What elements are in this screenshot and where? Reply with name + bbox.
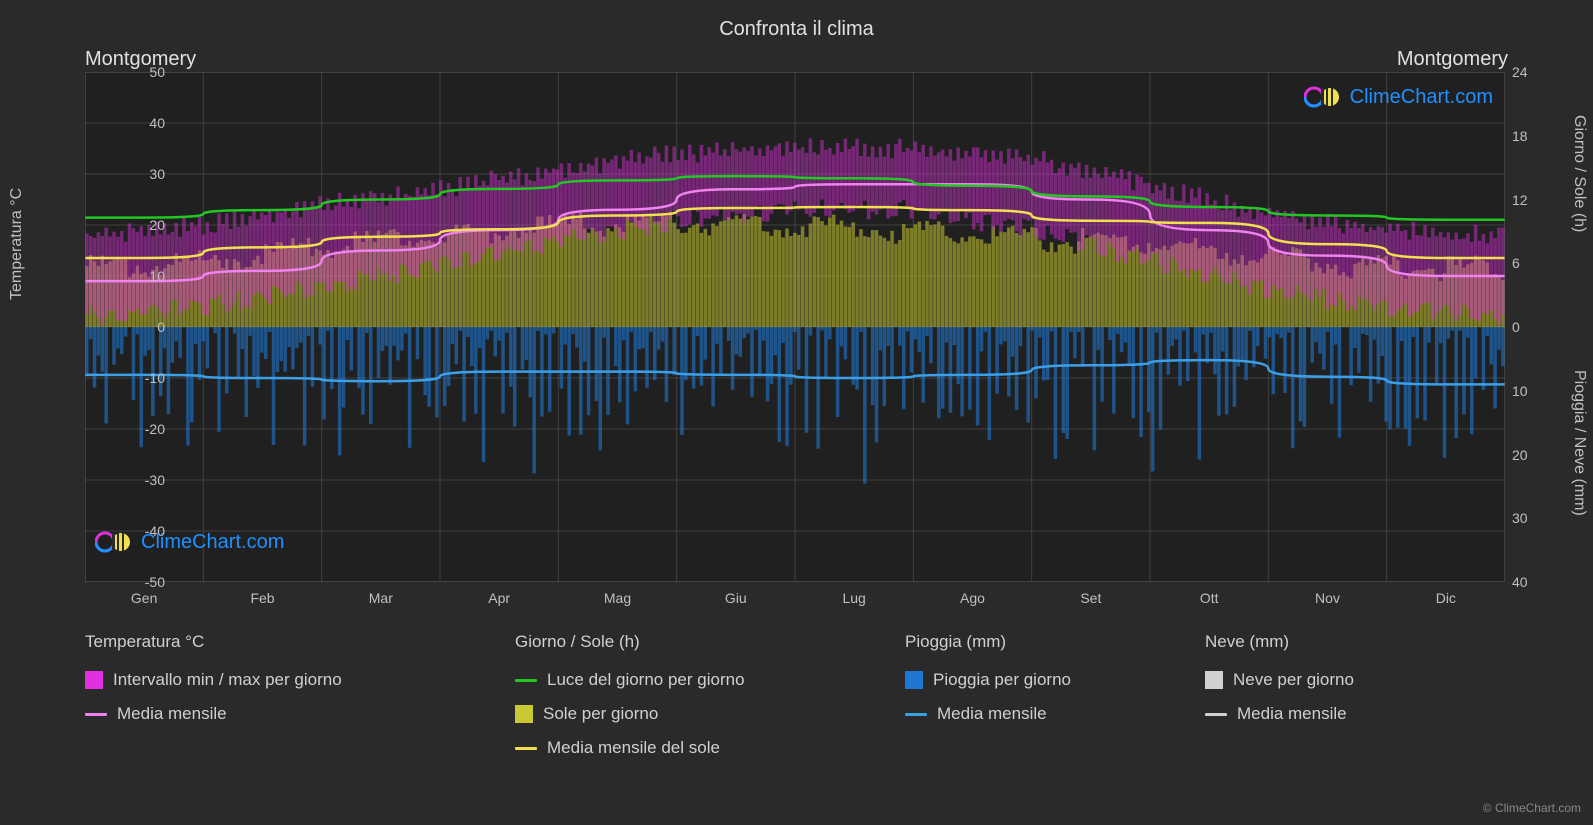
x-tick-month: Apr [488, 590, 510, 606]
y-tick-left: 10 [125, 268, 165, 284]
legend-heading: Pioggia (mm) [905, 632, 1205, 652]
y-tick-right: 10 [1512, 383, 1552, 399]
legend-heading: Neve (mm) [1205, 632, 1505, 652]
watermark-text: ClimeChart.com [1350, 86, 1493, 109]
watermark-top: ClimeChart.com [1304, 85, 1493, 109]
legend-label: Pioggia per giorno [933, 670, 1071, 690]
legend-item: Neve per giorno [1205, 670, 1505, 690]
y-axis-right-bottom-label: Pioggia / Neve (mm) [1570, 370, 1588, 516]
legend-label: Media mensile [937, 704, 1047, 724]
legend-item: Luce del giorno per giorno [515, 670, 905, 690]
y-tick-right: 40 [1512, 574, 1552, 590]
x-tick-month: Gen [131, 590, 157, 606]
y-tick-right: 20 [1512, 447, 1552, 463]
legend-column: Neve (mm) Neve per giorno Media mensile [1205, 632, 1505, 758]
y-axis-right-top-label: Giorno / Sole (h) [1570, 115, 1588, 232]
legend-item: Media mensile del sole [515, 738, 905, 758]
legend-item: Media mensile [1205, 704, 1505, 724]
x-tick-month: Ott [1200, 590, 1219, 606]
legend-label: Media mensile [1237, 704, 1347, 724]
y-tick-right: 24 [1512, 64, 1552, 80]
legend-heading: Giorno / Sole (h) [515, 632, 905, 652]
x-tick-month: Giu [725, 590, 747, 606]
y-tick-left: -30 [125, 472, 165, 488]
y-tick-left: -20 [125, 421, 165, 437]
y-tick-right: 30 [1512, 510, 1552, 526]
x-tick-month: Set [1080, 590, 1101, 606]
legend-swatch [905, 713, 927, 716]
legend-item: Media mensile [85, 704, 515, 724]
y-tick-right: 18 [1512, 128, 1552, 144]
logo-icon [95, 530, 135, 554]
legend-item: Intervallo min / max per giorno [85, 670, 515, 690]
x-tick-month: Feb [250, 590, 274, 606]
x-tick-month: Mag [604, 590, 631, 606]
x-tick-month: Lug [842, 590, 865, 606]
legend-swatch [515, 705, 533, 723]
x-tick-month: Mar [369, 590, 393, 606]
y-tick-left: -10 [125, 370, 165, 386]
legend-label: Luce del giorno per giorno [547, 670, 745, 690]
legend-item: Sole per giorno [515, 704, 905, 724]
plot-svg [85, 72, 1505, 582]
legend-heading: Temperatura °C [85, 632, 515, 652]
chart-title: Confronta il clima [0, 0, 1593, 41]
y-tick-right: 6 [1512, 255, 1552, 271]
city-label-right: Montgomery [1397, 48, 1508, 71]
x-tick-month: Nov [1315, 590, 1340, 606]
legend-label: Media mensile del sole [547, 738, 720, 758]
legend-label: Media mensile [117, 704, 227, 724]
legend-label: Neve per giorno [1233, 670, 1354, 690]
y-tick-right: 12 [1512, 192, 1552, 208]
legend-swatch [85, 713, 107, 716]
legend-swatch [515, 747, 537, 750]
legend-swatch [515, 679, 537, 682]
y-tick-left: 20 [125, 217, 165, 233]
legend-item: Pioggia per giorno [905, 670, 1205, 690]
watermark-text: ClimeChart.com [141, 531, 284, 554]
legend: Temperatura °C Intervallo min / max per g… [85, 632, 1505, 758]
legend-swatch [1205, 671, 1223, 689]
watermark-bottom: ClimeChart.com [95, 530, 284, 554]
legend-swatch [1205, 713, 1227, 716]
y-tick-right: 0 [1512, 319, 1552, 335]
y-tick-left: 40 [125, 115, 165, 131]
legend-item: Media mensile [905, 704, 1205, 724]
legend-column: Pioggia (mm) Pioggia per giorno Media mens… [905, 632, 1205, 758]
y-tick-left: 30 [125, 166, 165, 182]
y-tick-left: -50 [125, 574, 165, 590]
legend-column: Giorno / Sole (h) Luce del giorno per gio… [515, 632, 905, 758]
y-tick-left: 50 [125, 64, 165, 80]
x-tick-month: Ago [960, 590, 985, 606]
legend-column: Temperatura °C Intervallo min / max per g… [85, 632, 515, 758]
y-axis-left-label: Temperatura °C [8, 188, 26, 300]
climate-chart-container: Confronta il clima Montgomery Montgomery… [0, 0, 1593, 825]
y-tick-left: 0 [125, 319, 165, 335]
logo-icon [1304, 85, 1344, 109]
legend-label: Intervallo min / max per giorno [113, 670, 342, 690]
legend-label: Sole per giorno [543, 704, 658, 724]
x-tick-month: Dic [1436, 590, 1456, 606]
legend-swatch [85, 671, 103, 689]
legend-swatch [905, 671, 923, 689]
copyright: © ClimeChart.com [1483, 801, 1581, 815]
